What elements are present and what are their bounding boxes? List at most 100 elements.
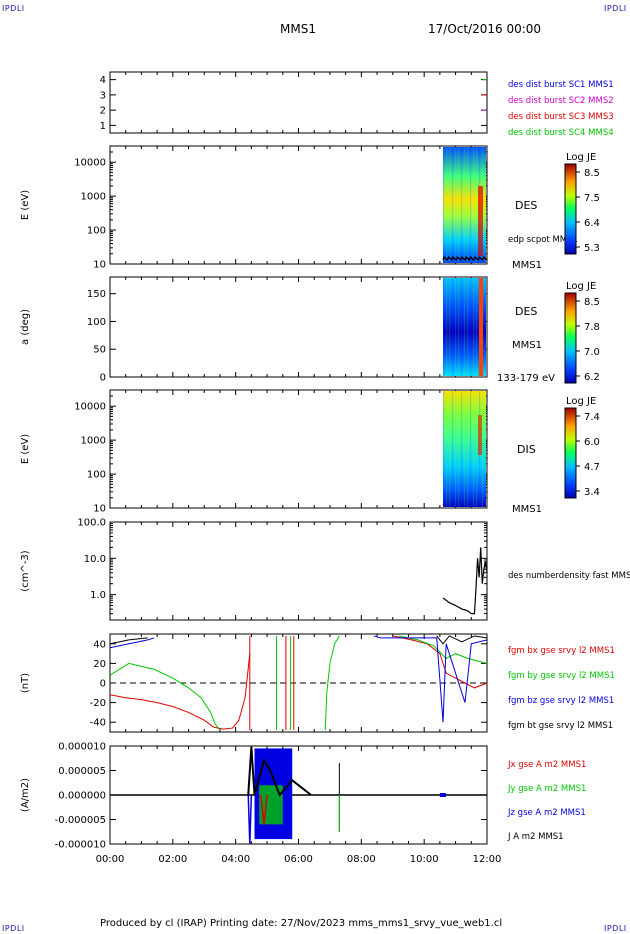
field-line <box>324 635 340 731</box>
y-tick-label: 0 <box>100 679 106 690</box>
field-line <box>109 653 251 730</box>
panel2-ylabel: E (eV) <box>20 190 31 220</box>
colorbar-tick-label: 8.5 <box>584 168 600 179</box>
y-tick-label: 100 <box>87 470 106 481</box>
y-tick-label: 0 <box>100 373 106 384</box>
colorbar-tick-label: 6.0 <box>584 437 600 448</box>
y-tick-label: -40 <box>90 718 106 729</box>
panel3-colorbar <box>564 292 577 384</box>
x-tick-label: 02:00 <box>158 854 187 865</box>
panel2-spacecraft-label: MMS1 <box>512 260 542 271</box>
legend-entry: fgm bt gse srvy l2 MMS1 <box>508 721 613 731</box>
heatmap-streak <box>470 147 472 263</box>
heatmap-streak <box>467 278 469 376</box>
y-tick-label: 1000 <box>81 192 106 203</box>
panel3-heatmap <box>443 278 486 376</box>
heatmap-streak <box>467 391 469 507</box>
y-tick-label: 10000 <box>74 158 106 169</box>
current-line <box>247 794 253 845</box>
y-tick-label: 0.000000 <box>58 791 106 802</box>
current-burst <box>439 793 446 797</box>
panel2-colorbar-title: Log JE <box>566 152 596 163</box>
panel2-overlay-label: edp scpot MMS1 <box>508 235 578 245</box>
legend-entry: fgm by gse srvy l2 MMS1 <box>508 671 615 681</box>
heatmap-streak <box>473 278 475 376</box>
field-line <box>109 662 221 731</box>
y-tick-label: 2 <box>100 106 106 117</box>
panel2-colorbar <box>564 163 577 255</box>
legend-entry: J A m2 MMS1 <box>507 832 564 842</box>
colorbar-tick-label: 4.7 <box>584 462 600 473</box>
legend-entry: fgm bz gse srvy l2 MMS1 <box>508 696 614 706</box>
y-tick-label: 1.0 <box>90 590 106 601</box>
heatmap-streak <box>464 391 466 507</box>
y-tick-label: 0.000005 <box>58 766 106 777</box>
density-line <box>442 547 488 615</box>
y-tick-label: 40 <box>93 639 106 650</box>
legend-entry: Jy gse A m2 MMS1 <box>507 784 586 794</box>
panel3-energy-label: 133-179 eV <box>497 373 555 384</box>
date-title: 17/Oct/2016 00:00 <box>428 22 542 36</box>
field-line <box>392 635 488 689</box>
colorbar-tick-label: 5.3 <box>584 243 600 254</box>
y-tick-label: 10000 <box>74 402 106 413</box>
heatmap-streak <box>446 278 448 376</box>
colorbar-tick-label: 6.4 <box>584 218 600 229</box>
heatmap-streak <box>461 278 463 376</box>
panel4-ylabel: E (eV) <box>20 434 31 464</box>
colorbar-tick-label: 8.5 <box>584 297 600 308</box>
heatmap-streak <box>476 391 478 507</box>
x-tick-label: 00:00 <box>96 854 125 865</box>
legend-entry: Jx gse A m2 MMS1 <box>507 760 586 770</box>
panel4-instrument-label: DIS <box>517 443 536 456</box>
y-tick-label: 100.0 <box>77 518 106 529</box>
legend-entry: Jz gse A m2 MMS1 <box>507 808 586 818</box>
panel4-frame <box>109 389 488 509</box>
heatmap-streak <box>452 278 454 376</box>
legend-entry: des dist burst SC4 MMS4 <box>508 128 614 138</box>
x-tick-label: 06:00 <box>284 854 313 865</box>
y-tick-label: -0.000005 <box>55 815 106 826</box>
y-tick-label: 50 <box>93 345 106 356</box>
x-tick-label: 04:00 <box>221 854 250 865</box>
heatmap-streak <box>446 391 448 507</box>
heatmap-streak <box>452 391 454 507</box>
spacecraft-title: MMS1 <box>280 22 316 36</box>
legend-entry: des dist burst SC1 MMS1 <box>508 80 614 90</box>
heatmap-streak <box>473 391 475 507</box>
heatmap-streak <box>449 391 451 507</box>
heatmap-streak <box>455 278 457 376</box>
panel3-ylabel: a (deg) <box>20 309 31 345</box>
panel3-spacecraft-label: MMS1 <box>512 340 542 351</box>
x-tick-label: 10:00 <box>410 854 439 865</box>
heatmap-hot-band <box>478 186 483 256</box>
heatmap-streak <box>473 147 475 263</box>
panel2-frame <box>109 145 488 265</box>
colorbar-tick-label: 7.5 <box>584 193 600 204</box>
scpot-line <box>442 255 488 262</box>
bottom-right-logo-text: IPDLI <box>604 924 627 933</box>
heatmap-streak <box>443 278 445 376</box>
y-tick-label: 20 <box>93 659 106 670</box>
heatmap-streak <box>455 147 457 263</box>
y-tick-label: 1 <box>100 121 106 132</box>
x-tick-label: 08:00 <box>347 854 376 865</box>
heatmap-streak <box>458 147 460 263</box>
y-tick-label: 150 <box>87 289 106 300</box>
heatmap-streak <box>470 278 472 376</box>
heatmap-streak <box>455 391 457 507</box>
colorbar-tick-label: 3.4 <box>584 487 600 498</box>
y-tick-label: 1000 <box>81 436 106 447</box>
panel3-instrument-label: DES <box>515 305 537 318</box>
field-line <box>109 637 148 645</box>
y-tick-label: 10 <box>93 260 106 271</box>
legend-entry: des dist burst SC3 MMS3 <box>508 112 614 122</box>
x-tick-label: 12:00 <box>473 854 502 865</box>
heatmap-streak <box>446 147 448 263</box>
heatmap-streak <box>464 278 466 376</box>
top-left-logo-text: IPDLI <box>2 4 25 13</box>
heatmap-streak <box>461 147 463 263</box>
y-tick-label: -20 <box>90 698 106 709</box>
legend-entry: des dist burst SC2 MMS2 <box>508 96 614 106</box>
heatmap-streak <box>464 147 466 263</box>
